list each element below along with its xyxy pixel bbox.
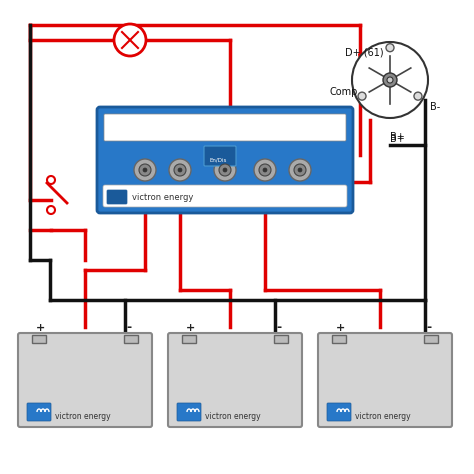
FancyBboxPatch shape bbox=[103, 185, 347, 207]
Circle shape bbox=[259, 164, 271, 176]
Circle shape bbox=[263, 168, 267, 172]
Circle shape bbox=[169, 159, 191, 181]
FancyBboxPatch shape bbox=[27, 403, 51, 421]
Text: +: + bbox=[36, 323, 45, 333]
Text: CE: CE bbox=[318, 126, 328, 135]
Text: Battery Isolator: Battery Isolator bbox=[200, 129, 254, 135]
FancyBboxPatch shape bbox=[327, 403, 351, 421]
Circle shape bbox=[386, 44, 394, 52]
Text: B+: B+ bbox=[390, 132, 405, 142]
Text: victron energy: victron energy bbox=[355, 412, 410, 421]
FancyBboxPatch shape bbox=[318, 333, 452, 427]
FancyBboxPatch shape bbox=[107, 190, 127, 204]
Text: victron energy: victron energy bbox=[55, 412, 110, 421]
Text: +: + bbox=[336, 323, 345, 333]
Circle shape bbox=[114, 24, 146, 56]
FancyBboxPatch shape bbox=[168, 333, 302, 427]
Circle shape bbox=[414, 92, 422, 100]
FancyBboxPatch shape bbox=[182, 335, 196, 343]
Text: En/Dis: En/Dis bbox=[210, 157, 228, 162]
Text: -: - bbox=[426, 321, 431, 334]
Circle shape bbox=[383, 73, 397, 87]
Circle shape bbox=[294, 164, 306, 176]
Circle shape bbox=[298, 168, 302, 172]
FancyBboxPatch shape bbox=[18, 333, 152, 427]
Circle shape bbox=[254, 159, 276, 181]
Circle shape bbox=[214, 159, 236, 181]
Circle shape bbox=[219, 164, 231, 176]
Text: Comp: Comp bbox=[330, 87, 358, 97]
Circle shape bbox=[223, 168, 227, 172]
Circle shape bbox=[358, 92, 366, 100]
Text: B+: B+ bbox=[390, 134, 405, 144]
Text: ARGODIODE: ARGODIODE bbox=[115, 126, 167, 135]
FancyBboxPatch shape bbox=[274, 335, 288, 343]
FancyBboxPatch shape bbox=[424, 335, 438, 343]
FancyBboxPatch shape bbox=[124, 335, 138, 343]
Circle shape bbox=[178, 168, 182, 172]
FancyBboxPatch shape bbox=[332, 335, 346, 343]
Circle shape bbox=[174, 164, 186, 176]
FancyBboxPatch shape bbox=[104, 114, 346, 141]
Text: -: - bbox=[126, 321, 131, 334]
Circle shape bbox=[289, 159, 311, 181]
Text: D+ (61): D+ (61) bbox=[345, 47, 383, 57]
FancyBboxPatch shape bbox=[32, 335, 46, 343]
Circle shape bbox=[143, 168, 147, 172]
FancyBboxPatch shape bbox=[177, 403, 201, 421]
Circle shape bbox=[139, 164, 151, 176]
Text: victron energy: victron energy bbox=[205, 412, 261, 421]
Text: victron energy: victron energy bbox=[132, 193, 193, 202]
Text: -: - bbox=[276, 321, 281, 334]
Text: +: + bbox=[186, 323, 195, 333]
Text: B-: B- bbox=[430, 102, 440, 112]
Circle shape bbox=[352, 42, 428, 118]
Circle shape bbox=[134, 159, 156, 181]
Circle shape bbox=[387, 77, 393, 83]
FancyBboxPatch shape bbox=[97, 107, 353, 213]
FancyBboxPatch shape bbox=[204, 146, 236, 166]
